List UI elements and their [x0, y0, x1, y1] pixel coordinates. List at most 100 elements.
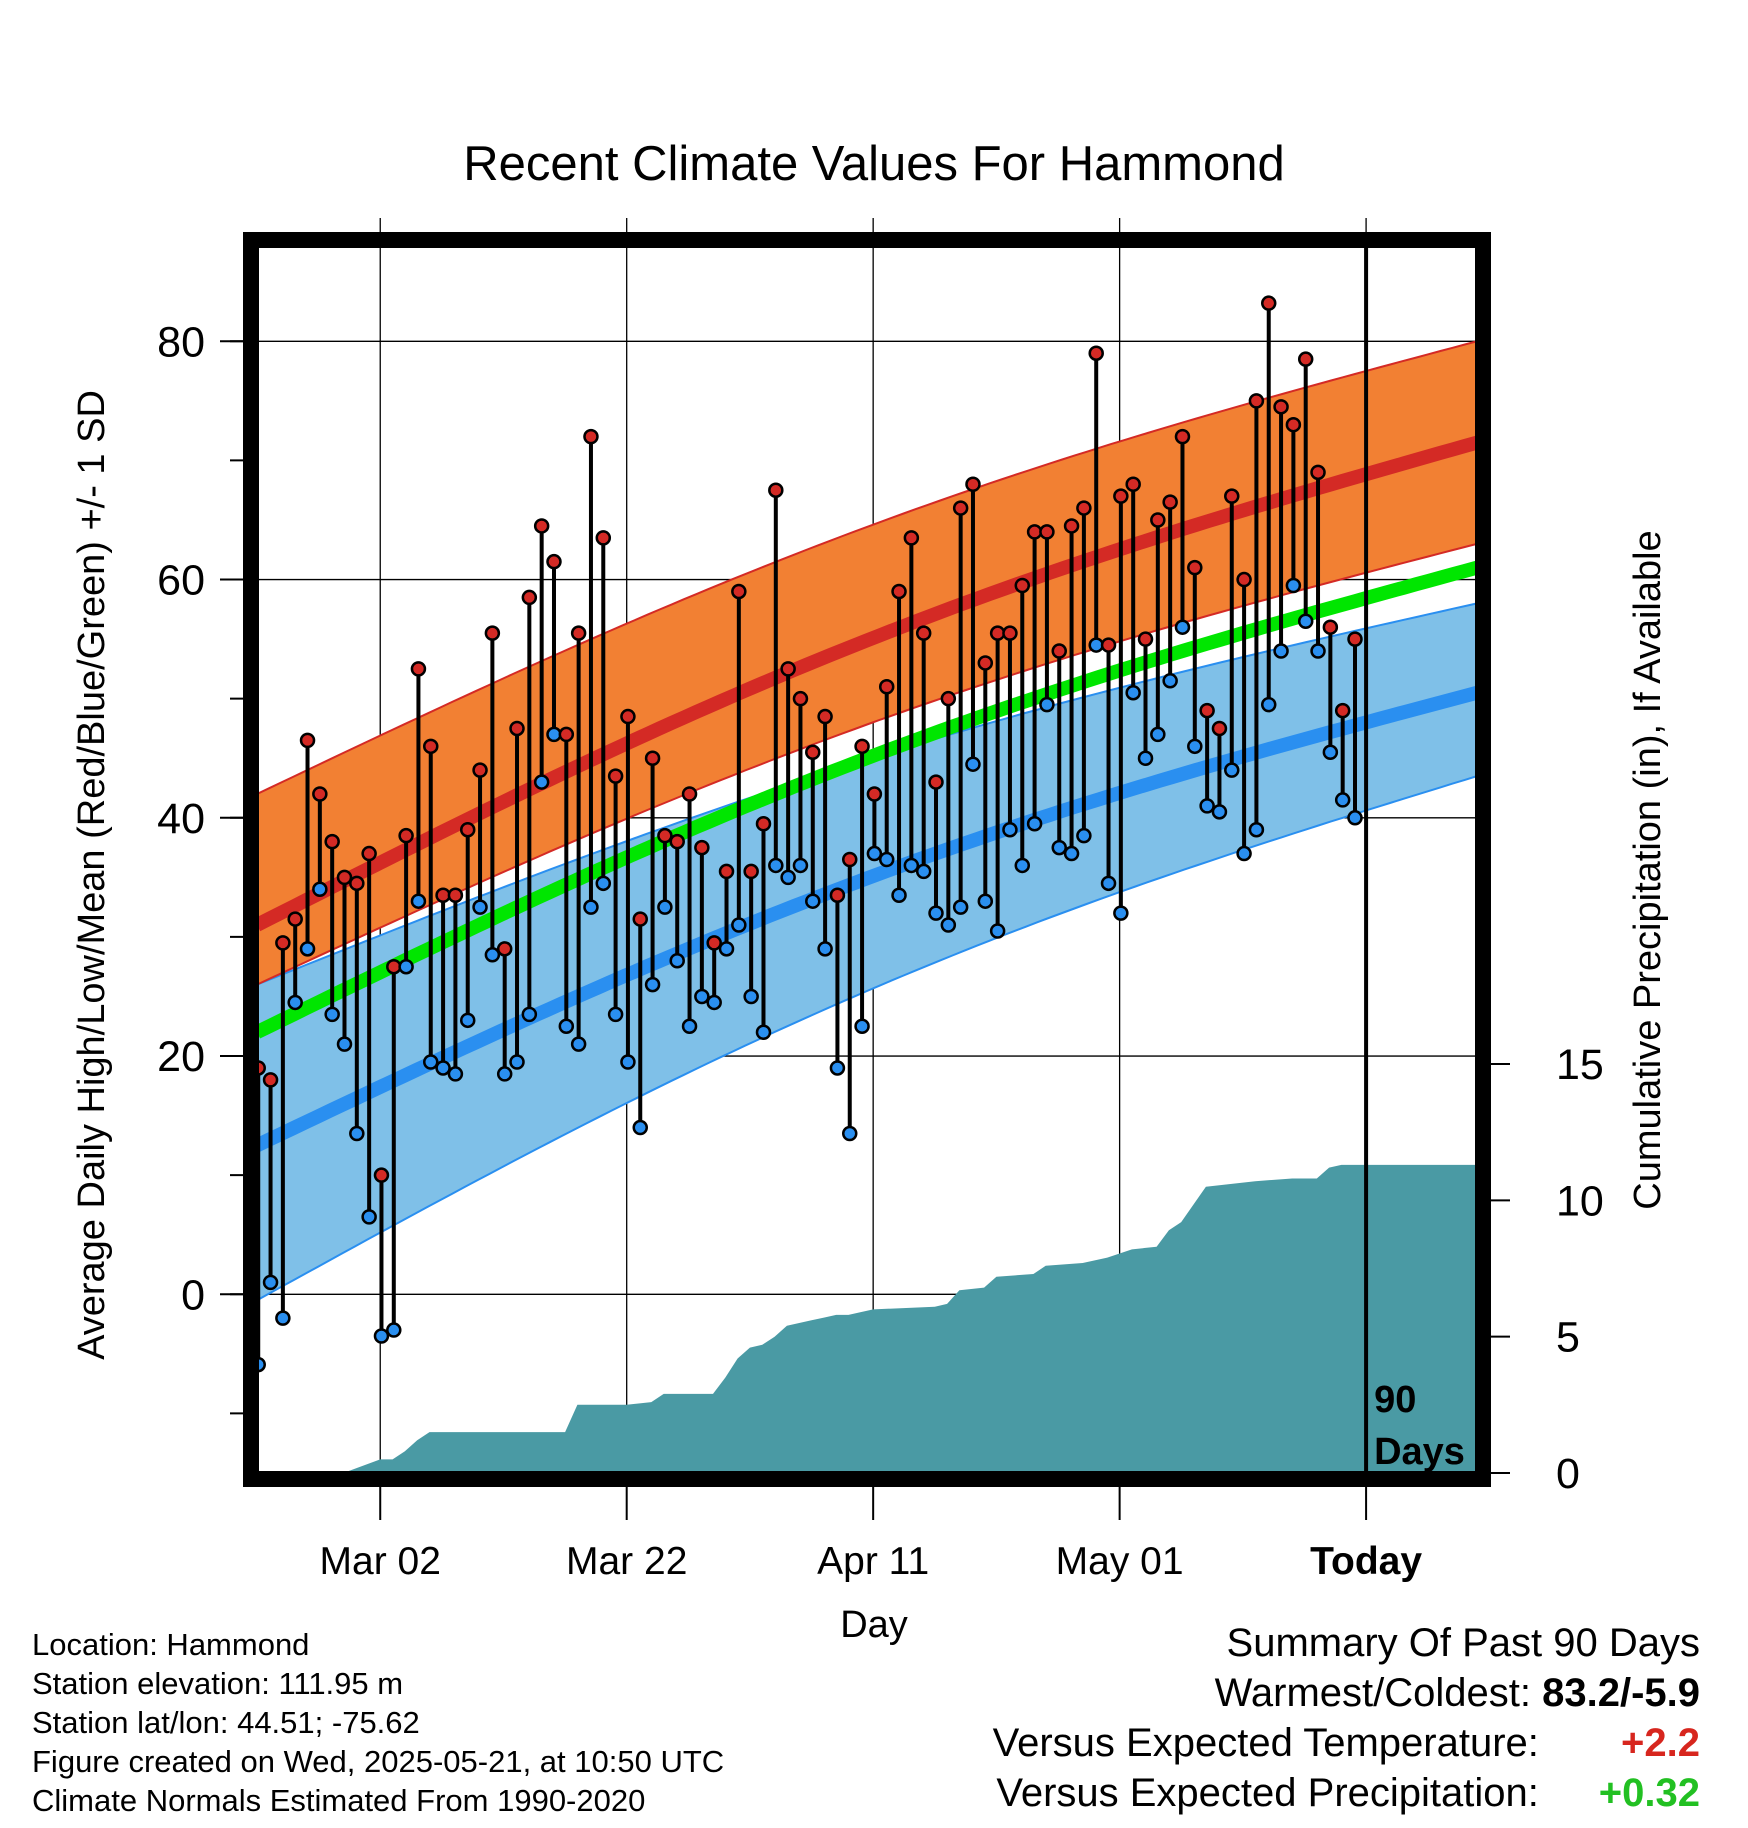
latlon-line: Station lat/lon: 44.51; -75.62 [32, 1705, 420, 1740]
low-point [312, 881, 328, 898]
low-point [1113, 905, 1129, 921]
low-point [459, 1012, 476, 1029]
summary-value: +0.32 [1598, 1771, 1700, 1815]
low-point [1162, 673, 1178, 689]
low-point [706, 994, 722, 1011]
precip-area [257, 1164, 1477, 1473]
x-tick-label: Mar 22 [566, 1540, 687, 1583]
summary-panel: Summary Of Past 90 Days Warmest/Coldest:… [993, 1618, 1700, 1818]
elevation-line: Station elevation: 111.95 m [32, 1666, 404, 1701]
high-point [496, 941, 513, 957]
high-point [595, 530, 612, 546]
low-point [1100, 875, 1117, 892]
high-point [583, 428, 599, 445]
high-point [373, 1167, 390, 1183]
low-point [718, 941, 735, 957]
y-tick-label: 0 [181, 1271, 205, 1319]
low-point [509, 1054, 525, 1070]
low-point [1211, 804, 1228, 820]
summary-value: +2.2 [1621, 1721, 1700, 1765]
high-point [1334, 702, 1351, 719]
high-point [965, 476, 981, 493]
high-point [792, 690, 809, 707]
low-point [657, 899, 673, 915]
high-point [312, 786, 328, 802]
y-tick-label: 40 [157, 795, 205, 843]
high-point [1285, 416, 1302, 433]
low-point [373, 1328, 390, 1344]
high-point [755, 816, 772, 832]
high-point [1100, 637, 1117, 653]
y-tick-label: 60 [157, 557, 205, 605]
low-point [1063, 845, 1080, 862]
station-info: Location: Hammond Station elevation: 111… [32, 1625, 724, 1820]
high-point [1002, 625, 1018, 641]
high-point [681, 786, 698, 802]
high-point [1014, 577, 1031, 594]
high-point [275, 935, 291, 951]
high-point [1063, 518, 1080, 534]
low-point [878, 851, 895, 868]
y2-tick-label: 15 [1556, 1041, 1604, 1089]
high-point [1297, 351, 1314, 367]
low-point [940, 917, 957, 933]
high-point [780, 661, 796, 677]
low-point [866, 845, 883, 862]
y-tick-label: 20 [157, 1033, 205, 1081]
low-point [336, 1036, 353, 1052]
high-point [435, 887, 451, 903]
low-point [681, 1018, 698, 1035]
low-point [546, 726, 562, 743]
high-point [940, 690, 957, 707]
high-point [903, 530, 920, 546]
high-point [1187, 559, 1203, 576]
low-point [1273, 643, 1289, 659]
summary-label: Warmest/Coldest: [1214, 1671, 1531, 1715]
low-point [583, 899, 599, 915]
summary-row-precipitation: Versus Expected Precipitation: +0.32 [993, 1768, 1700, 1818]
low-point [1236, 845, 1252, 862]
today-marker: 90 Days [1364, 246, 1465, 1473]
low-point [324, 1006, 340, 1023]
low-point [496, 1066, 513, 1082]
high-point [829, 887, 846, 903]
high-point [1026, 524, 1043, 540]
low-point [1014, 857, 1031, 874]
high-point [324, 833, 340, 850]
low-point [928, 905, 944, 921]
low-point [1310, 643, 1326, 659]
low-point [1322, 744, 1339, 761]
high-point [841, 851, 858, 868]
low-point [620, 1054, 636, 1070]
x-tick-label: May 01 [1056, 1540, 1184, 1583]
low-point [595, 875, 612, 892]
high-point [1236, 571, 1252, 588]
location-line: Location: Hammond [32, 1627, 310, 1662]
high-point [447, 887, 464, 903]
high-point [336, 869, 353, 886]
high-point [768, 482, 784, 498]
today-label: 90 [1374, 1379, 1416, 1421]
low-point [989, 923, 1006, 939]
low-point [472, 899, 488, 915]
x-tick-label: Today [1310, 1540, 1422, 1583]
high-point [349, 875, 365, 892]
high-point [386, 958, 402, 975]
summary-title: Summary Of Past 90 Days [1226, 1621, 1700, 1665]
low-point [558, 1018, 575, 1035]
high-point [866, 786, 883, 802]
low-point [435, 1060, 451, 1076]
low-point [915, 863, 932, 880]
high-point [546, 553, 562, 570]
high-point [1347, 631, 1363, 647]
high-point [1137, 631, 1154, 647]
high-point [854, 738, 870, 755]
axis-ticks: 0 20 40 60 80 0 5 10 15 Mar 02 Mar 22 Apr 11 May 01 T… [157, 318, 1604, 1583]
high-point [1150, 512, 1166, 528]
high-point [262, 1072, 279, 1088]
high-point [398, 827, 414, 844]
high-point [977, 655, 994, 671]
low-point [1026, 816, 1043, 832]
high-point [989, 625, 1006, 641]
